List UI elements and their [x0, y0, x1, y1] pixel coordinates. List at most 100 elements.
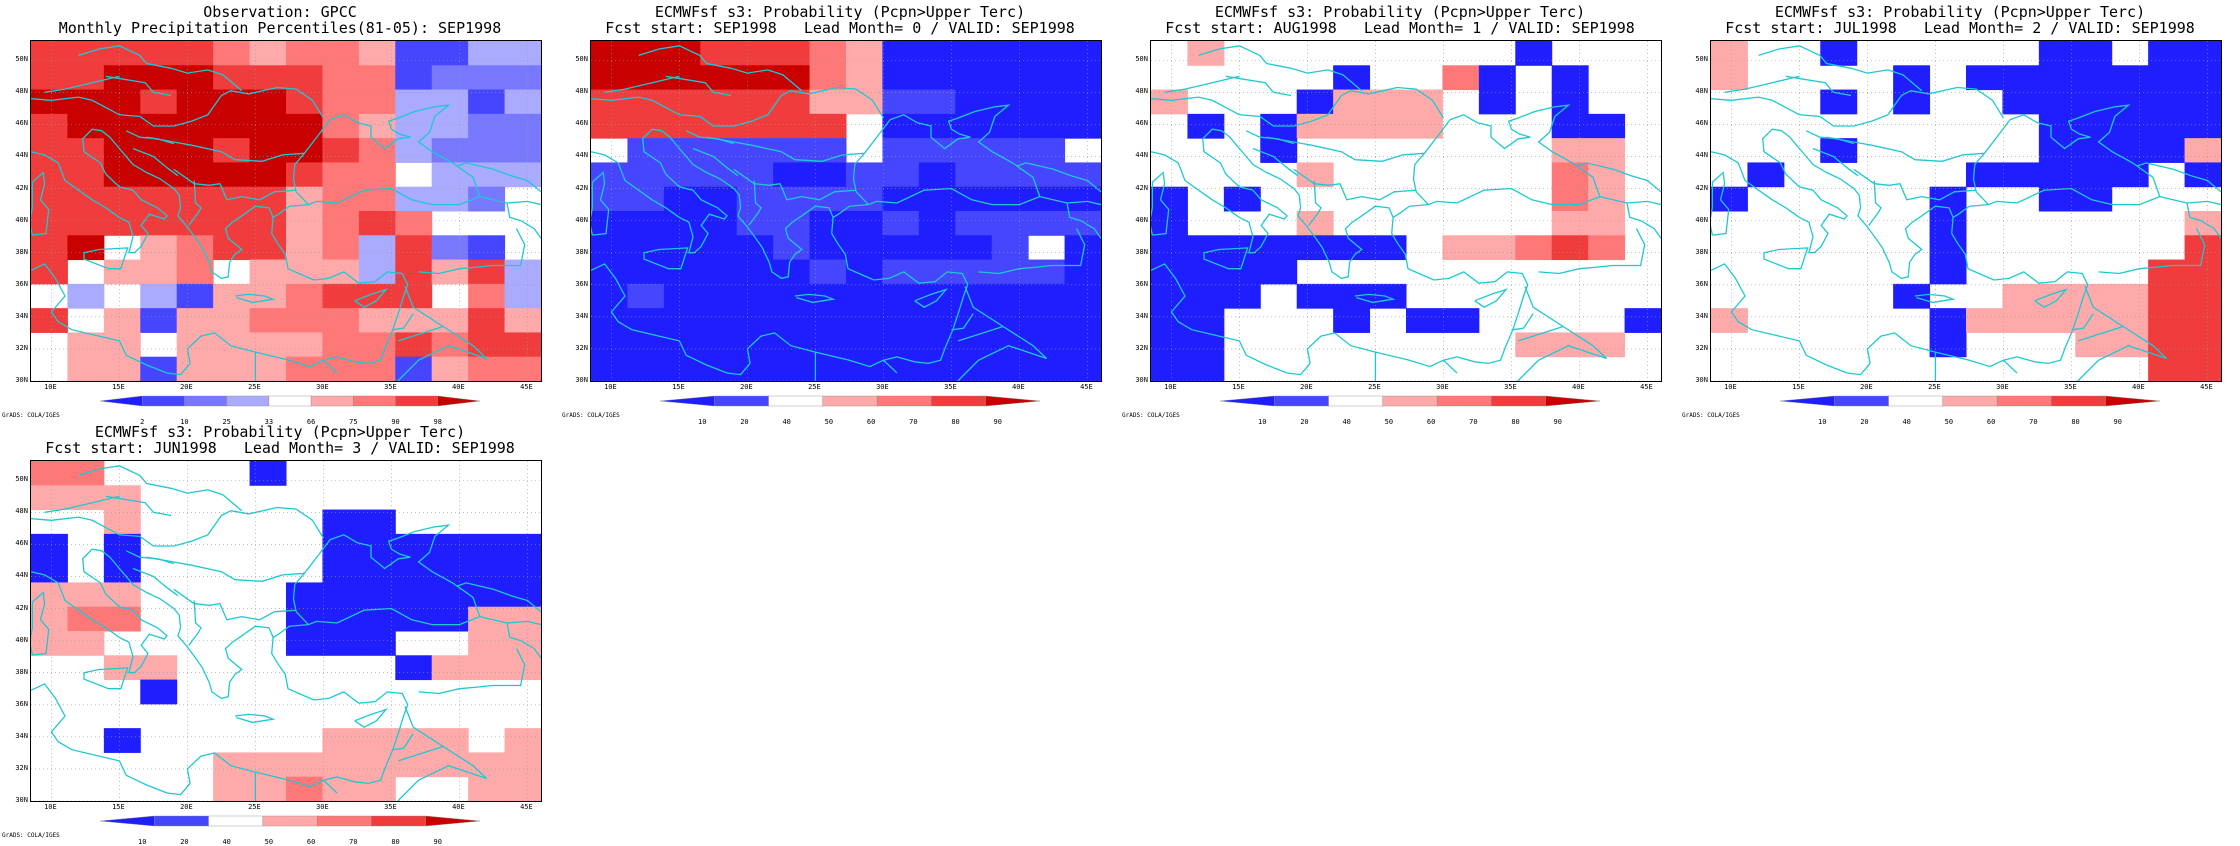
grid-cell — [1711, 308, 1748, 333]
grid-cell — [140, 65, 178, 91]
coastline — [234, 713, 276, 724]
grid-cell — [1151, 211, 1188, 236]
grid-cell — [140, 186, 178, 212]
lon-label: 45E — [2200, 383, 2213, 391]
grid-cell — [1028, 332, 1066, 358]
grid-cell — [955, 138, 993, 163]
grid-cell — [140, 235, 178, 261]
grid-cell — [358, 606, 396, 632]
coastline — [418, 648, 526, 695]
coastline — [396, 286, 488, 381]
colorbar-tick-label: 40 — [222, 838, 231, 846]
colorbar-tick-label: 10 — [698, 418, 707, 426]
colorbar-tick-label: 80 — [951, 418, 960, 426]
coastline — [1805, 130, 1854, 145]
grid-cell — [31, 65, 68, 91]
grid-cell — [2002, 162, 2040, 188]
grid-cell — [2148, 89, 2186, 115]
grid-cell — [627, 65, 665, 91]
grid-cell — [67, 582, 105, 608]
grid-cell — [1260, 259, 1298, 285]
grid-cell — [918, 235, 956, 261]
grid-cell — [1369, 283, 1407, 309]
coastline — [31, 263, 191, 376]
grid-cell — [1187, 356, 1225, 381]
grid-cell — [103, 728, 141, 753]
lon-label: 15E — [1792, 383, 1805, 391]
grid-cell — [918, 89, 956, 115]
lon-label: 30E — [876, 383, 889, 391]
grid-cell — [31, 485, 68, 511]
lat-label: 30N — [15, 376, 28, 384]
grid-cell — [67, 631, 105, 656]
grid-cell — [955, 308, 993, 333]
colorbar-segment — [395, 395, 438, 407]
grid-cell — [1551, 65, 1589, 91]
coastline — [31, 683, 191, 796]
colorbar-tick-label: 98 — [433, 418, 442, 426]
grid-cell — [31, 582, 68, 608]
grid-cell — [504, 283, 541, 309]
lat-label: 34N — [15, 311, 28, 320]
grid-cell — [1588, 332, 1626, 358]
coastline — [2034, 288, 2068, 308]
coastline — [125, 550, 174, 565]
grid-cell — [2002, 308, 2040, 333]
grid-cell — [2038, 162, 2076, 188]
lat-label: 36N — [1135, 279, 1148, 288]
grid-cell — [663, 308, 701, 333]
coastline — [396, 706, 488, 801]
grid-cell — [358, 776, 396, 801]
grid-cell — [2111, 308, 2149, 333]
grid-cell — [1151, 89, 1188, 115]
grid-cell — [627, 211, 665, 236]
grid-cell — [322, 89, 360, 115]
coastline — [78, 465, 243, 512]
grid-cell — [468, 283, 506, 309]
grid-cell — [736, 259, 774, 285]
map-area — [590, 40, 1102, 382]
grid-cell — [700, 65, 738, 91]
grid-cell — [955, 211, 993, 236]
grid-cell — [736, 41, 774, 66]
lat-label: 46N — [575, 119, 588, 128]
grid-cell — [395, 582, 433, 608]
grid-cell — [67, 113, 105, 139]
lon-label: 15E — [1232, 383, 1245, 391]
grid-cell — [591, 211, 628, 236]
grid-cell — [322, 211, 360, 236]
coastline — [146, 136, 305, 162]
grid-cell — [322, 752, 360, 778]
grid-cell — [176, 259, 214, 285]
coastline — [146, 556, 305, 582]
colorbar-tick-label: 40 — [1342, 418, 1351, 426]
grid-cell — [431, 89, 469, 115]
grid-cell — [2038, 308, 2076, 333]
grid-cell — [176, 235, 214, 261]
lat-label: 30N — [575, 376, 588, 384]
grid-cell — [468, 631, 506, 656]
colorbar — [99, 815, 481, 827]
lon-label: 10E — [1164, 383, 1177, 391]
grid-cell — [991, 162, 1029, 188]
lat-label: 44N — [1135, 151, 1148, 160]
coastline — [978, 228, 1086, 275]
grid-cell — [213, 65, 251, 91]
coastline — [105, 495, 172, 517]
grid-cell — [395, 211, 433, 236]
lat-label: 38N — [1135, 247, 1148, 256]
grid-cell — [322, 728, 360, 753]
grid-cell — [504, 631, 541, 656]
lat-label: 42N — [575, 183, 588, 192]
grid-cell — [213, 138, 251, 163]
lat-label: 50N — [15, 475, 28, 484]
grid-cell — [2002, 65, 2040, 91]
coastline — [1711, 171, 1730, 236]
lon-label: 45E — [1640, 383, 1653, 391]
panel-title: ECMWFsf s3: Probability (Pcpn>Upper Terc… — [654, 3, 1026, 21]
lat-label: 40N — [1135, 215, 1148, 224]
grid-cell — [431, 752, 469, 778]
grid-cell — [882, 113, 920, 139]
grid-cell — [1333, 283, 1371, 309]
grid-cell — [918, 308, 956, 333]
